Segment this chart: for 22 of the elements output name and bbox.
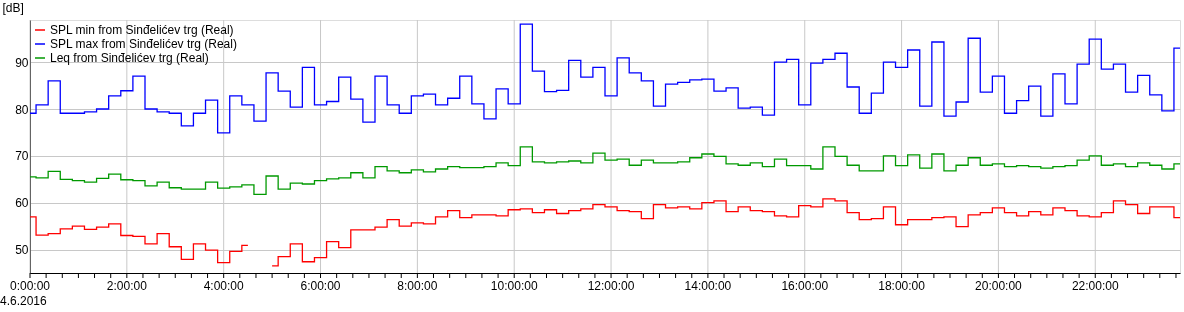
x-tick-label: 4:00:00	[203, 279, 245, 293]
x-tick-label: 0:00:00	[9, 279, 51, 293]
x-tick-label: 14:00:00	[684, 279, 732, 293]
y-tick-label: 50	[15, 243, 29, 258]
x-tick-label: 2:00:00	[106, 279, 148, 293]
y-tick-label: 70	[15, 149, 29, 164]
y-axis-title: [dB]	[2, 0, 24, 15]
x-tick-label: 22:00:00	[1071, 279, 1119, 293]
x-tick-label: 8:00:00	[397, 279, 438, 293]
legend-label: SPL min from Sinđelićev trg (Real)	[50, 23, 234, 37]
x-tick-label: 18:00:00	[878, 279, 926, 293]
y-tick-label: 60	[15, 196, 29, 211]
x-tick-label: 12:00:00	[587, 279, 635, 293]
legend-label: SPL max from Sinđelićev trg (Real)	[50, 37, 237, 51]
y-tick-label: 90	[15, 55, 29, 70]
x-tick-label: 16:00:00	[781, 279, 829, 293]
legend-label: Leq from Sinđelićev trg (Real)	[50, 51, 209, 65]
text: 4.6.2016	[0, 294, 48, 308]
x-tick-label: 20:00:00	[975, 279, 1023, 293]
x-tick-label: 10:00:00	[490, 279, 538, 293]
x-tick-label: 6:00:00	[300, 279, 341, 293]
y-tick-label: 80	[15, 102, 29, 117]
